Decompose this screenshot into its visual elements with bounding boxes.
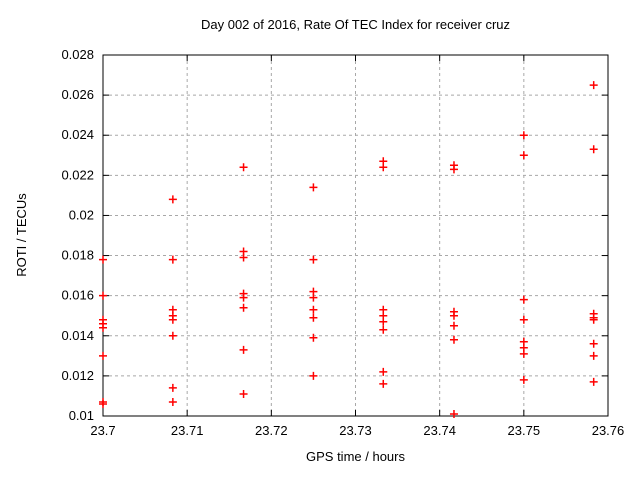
data-point-marker xyxy=(589,377,598,386)
data-point-marker xyxy=(239,345,248,354)
data-point-marker xyxy=(309,333,318,342)
x-tick-label: 23.72 xyxy=(255,423,288,438)
x-tick-label: 23.73 xyxy=(339,423,372,438)
data-point-marker xyxy=(168,331,177,340)
data-point-marker xyxy=(239,163,248,172)
data-point-marker xyxy=(519,349,528,358)
data-point-marker xyxy=(239,253,248,262)
x-tick-label: 23.71 xyxy=(171,423,204,438)
y-tick-label: 0.016 xyxy=(61,288,94,303)
y-tick-label: 0.014 xyxy=(61,328,94,343)
data-point-marker xyxy=(309,293,318,302)
data-point-marker xyxy=(589,351,598,360)
data-point-marker xyxy=(168,255,177,264)
y-tick-label: 0.02 xyxy=(69,207,94,222)
y-tick-label: 0.022 xyxy=(61,167,94,182)
data-point-marker xyxy=(309,313,318,322)
data-point-marker xyxy=(449,321,458,330)
data-point-marker xyxy=(99,399,107,408)
y-tick-label: 0.01 xyxy=(69,408,94,423)
data-point-marker xyxy=(168,383,177,392)
data-point-marker xyxy=(379,163,388,172)
y-tick-label: 0.012 xyxy=(61,368,94,383)
data-point-marker xyxy=(239,293,248,302)
data-point-marker xyxy=(589,315,598,324)
data-point-marker xyxy=(99,351,107,360)
data-point-marker xyxy=(379,379,388,388)
data-point-marker xyxy=(449,165,458,174)
data-point-marker xyxy=(449,311,458,320)
data-point-marker xyxy=(379,325,388,334)
chart-title: Day 002 of 2016, Rate Of TEC Index for r… xyxy=(200,17,511,32)
data-point-marker xyxy=(519,295,528,304)
data-point-marker xyxy=(309,183,318,192)
data-point-marker xyxy=(379,317,388,326)
data-point-marker xyxy=(379,367,388,376)
x-tick-label: 23.7 xyxy=(90,423,115,438)
data-point-marker xyxy=(99,323,107,332)
data-point-marker xyxy=(309,371,318,380)
data-point-marker xyxy=(168,195,177,204)
data-point-marker xyxy=(519,375,528,384)
data-point-marker xyxy=(589,339,598,348)
data-point-marker xyxy=(309,305,318,314)
data-point-marker xyxy=(239,389,248,398)
data-point-marker xyxy=(519,151,528,160)
data-point-marker xyxy=(239,303,248,312)
data-point-marker xyxy=(168,315,177,324)
data-point-marker xyxy=(519,131,528,140)
data-point-marker xyxy=(309,255,318,264)
x-tick-label: 23.75 xyxy=(508,423,541,438)
data-point-marker xyxy=(589,81,598,90)
x-tick-label: 23.76 xyxy=(592,423,625,438)
data-point-marker xyxy=(168,397,177,406)
y-tick-label: 0.026 xyxy=(61,87,94,102)
x-tick-label: 23.74 xyxy=(423,423,456,438)
y-tick-label: 0.018 xyxy=(61,248,94,263)
y-tick-label: 0.024 xyxy=(61,127,94,142)
data-point-marker xyxy=(449,409,458,418)
data-point-marker xyxy=(519,315,528,324)
y-tick-label: 0.028 xyxy=(61,47,94,62)
data-point-marker xyxy=(99,255,107,264)
data-point-marker xyxy=(449,335,458,344)
data-point-marker xyxy=(589,145,598,154)
data-point-marker xyxy=(99,291,107,300)
x-axis-label: GPS time / hours xyxy=(306,449,405,464)
